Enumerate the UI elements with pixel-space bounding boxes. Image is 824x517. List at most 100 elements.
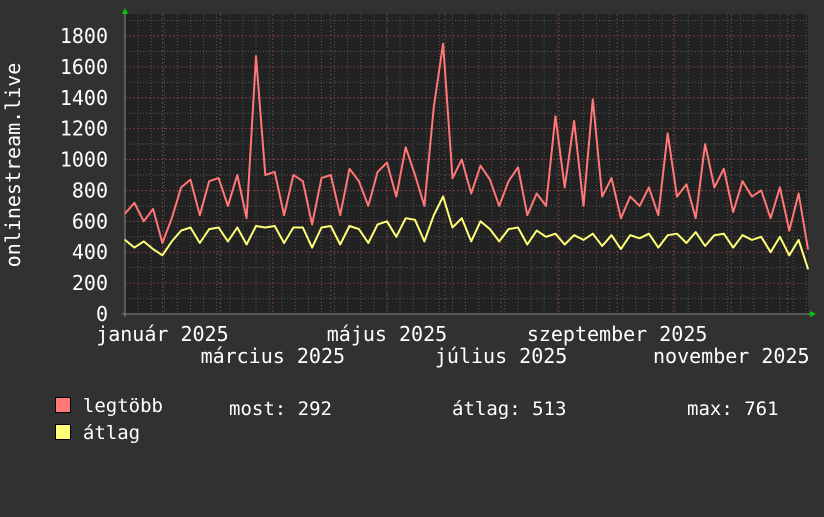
data-point-max: [292, 174, 295, 176]
data-point-avg: [788, 254, 791, 257]
data-point-avg: [797, 239, 800, 241]
data-point-avg: [601, 245, 603, 247]
data-point-max: [498, 205, 501, 207]
data-point-max: [264, 174, 267, 176]
x-tick-label: január 2025: [96, 322, 228, 346]
data-point-avg: [236, 226, 239, 229]
data-point-max: [133, 202, 136, 204]
data-point-avg: [657, 246, 660, 249]
data-point-avg: [554, 232, 557, 235]
legend-item-max: legtöbb: [32, 370, 163, 417]
data-point-avg: [751, 239, 753, 241]
data-point-max: [432, 106, 435, 108]
data-point-max: [227, 205, 229, 207]
y-axis-arrow-icon: [122, 8, 128, 14]
data-point-avg: [170, 240, 173, 243]
plot-area: [125, 14, 808, 314]
data-point-avg: [666, 234, 669, 237]
data-point-avg: [208, 228, 211, 230]
y-tick-label: 1400: [60, 86, 108, 110]
data-point-max: [535, 192, 538, 195]
data-point-avg: [563, 243, 566, 246]
stat-average: átlag: 513: [452, 398, 567, 420]
legend-label-max: legtöbb: [82, 395, 163, 417]
data-point-avg: [741, 234, 744, 237]
data-point-max: [311, 223, 313, 226]
data-point-max: [386, 161, 388, 164]
data-point-avg: [582, 239, 585, 241]
data-point-max: [769, 217, 772, 220]
data-point-avg: [142, 240, 145, 243]
data-point-avg: [180, 229, 182, 232]
data-point-max: [170, 217, 173, 220]
data-point-max: [807, 248, 809, 250]
x-tick-label: szeptember 2025: [527, 322, 708, 346]
traffic-chart: 0 200 400 600 800 1000 1200 1400 1600 1800 január …: [1, 8, 816, 368]
data-point-max: [620, 217, 622, 220]
data-point-avg: [339, 243, 341, 246]
data-point-max: [638, 205, 641, 207]
data-point-max: [732, 211, 734, 213]
data-point-avg: [301, 226, 304, 229]
data-point-avg: [255, 225, 257, 227]
y-tick-label: 1000: [60, 148, 108, 172]
data-point-avg: [479, 220, 482, 223]
data-point-max: [517, 166, 519, 169]
data-point-max: [339, 214, 341, 216]
data-point-avg: [124, 239, 126, 241]
data-point-max: [208, 180, 211, 182]
data-point-avg: [676, 232, 678, 235]
y-tick-label: 1200: [60, 117, 108, 141]
data-point-max: [367, 205, 370, 207]
data-point-max: [461, 158, 463, 161]
y-tick-label: 1600: [60, 55, 108, 79]
data-point-max: [217, 177, 220, 179]
data-point-avg: [358, 228, 360, 230]
data-point-max: [124, 212, 126, 215]
legend-swatch-max: [54, 397, 71, 413]
data-point-avg: [713, 234, 716, 237]
legend-swatch-avg: [54, 424, 71, 440]
data-point-max: [161, 242, 164, 244]
x-axis-arrow-icon: [810, 311, 816, 317]
data-point-avg: [498, 240, 501, 243]
data-point-avg: [386, 220, 388, 223]
data-point-max: [601, 195, 603, 198]
data-point-avg: [461, 217, 463, 220]
data-point-max: [713, 186, 716, 189]
data-point-max: [320, 177, 323, 179]
data-point-max: [376, 171, 379, 173]
data-point-max: [582, 205, 585, 207]
data-point-max: [751, 195, 753, 198]
data-point-avg: [264, 226, 267, 229]
data-point-max: [741, 180, 744, 182]
data-point-max: [358, 180, 360, 182]
data-point-max: [592, 98, 594, 101]
data-point-max: [479, 164, 482, 167]
data-point-avg: [320, 226, 323, 229]
data-point-max: [451, 177, 454, 179]
data-point-max: [199, 214, 201, 216]
data-point-avg: [161, 254, 164, 257]
data-point-max: [404, 146, 407, 148]
data-point-max: [330, 174, 332, 176]
data-point-max: [760, 189, 763, 192]
data-point-max: [545, 205, 547, 207]
data-point-avg: [311, 246, 313, 249]
data-point-max: [301, 180, 304, 182]
data-point-max: [423, 205, 426, 207]
data-point-avg: [769, 251, 772, 254]
data-point-max: [704, 143, 706, 145]
data-point-avg: [227, 240, 229, 243]
data-point-avg: [470, 240, 472, 243]
data-point-max: [142, 220, 145, 223]
data-point-avg: [779, 235, 781, 238]
y-tick-label: 600: [72, 209, 108, 233]
data-point-max: [348, 168, 351, 170]
data-point-max: [648, 186, 650, 189]
data-point-avg: [348, 225, 351, 227]
data-point-max: [563, 186, 566, 189]
stat-max: max: 761: [687, 398, 779, 420]
data-point-avg: [283, 242, 285, 244]
y-tick-label: 200: [72, 271, 108, 295]
